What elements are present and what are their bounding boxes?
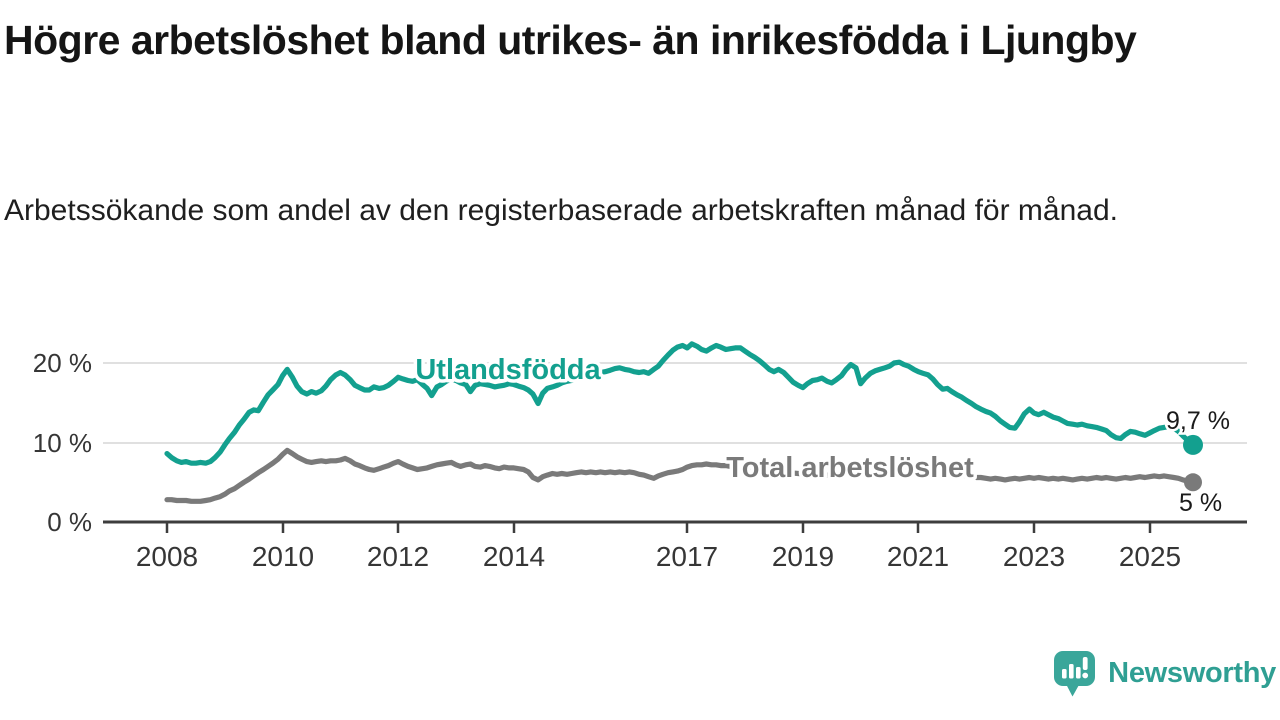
y-tick-label-20: 20 % <box>33 348 92 378</box>
end-value-total: 5 % <box>1179 489 1222 517</box>
y-tick-label-10: 10 % <box>33 428 92 458</box>
logo-bar-short <box>1062 669 1067 679</box>
logo-exclamation-stem <box>1082 657 1088 670</box>
x-tick-label-2010: 2010 <box>252 541 314 572</box>
x-axis: 2008 2010 2012 2014 2017 2019 2021 2023 … <box>103 520 1247 572</box>
newsworthy-logo-icon <box>1054 651 1096 697</box>
series-line-utlandsfodda <box>164 341 1196 466</box>
brand-name: Newsworthy <box>1108 656 1276 689</box>
x-tick-label-2012: 2012 <box>367 541 429 572</box>
x-tick-label-2008: 2008 <box>136 541 198 572</box>
branding: Newsworthy <box>1052 649 1276 697</box>
end-value-utlandsfodda: 9,7 % <box>1166 407 1230 435</box>
x-tick-label-2021: 2021 <box>887 541 949 572</box>
x-tick-label-2017: 2017 <box>656 541 718 572</box>
series-label-total: Total arbetslöshet <box>726 452 974 484</box>
subtitle: Arbetssökande som andel av den registerb… <box>4 194 1118 227</box>
series-line-total <box>164 447 1196 504</box>
x-tick-label-2025: 2025 <box>1119 541 1181 572</box>
x-tick-label-2023: 2023 <box>1003 541 1065 572</box>
series-label-utlandsfodda: Utlandsfödda <box>415 354 601 386</box>
logo-bar-tall <box>1069 664 1074 679</box>
y-tick-label-0: 0 % <box>47 507 92 537</box>
x-tick-label-2014: 2014 <box>483 541 545 572</box>
page-title: Högre arbetslöshet bland utrikes- än inr… <box>4 17 1137 63</box>
x-tick-label-2019: 2019 <box>772 541 834 572</box>
gridlines <box>103 362 1247 444</box>
end-dot-utlandsfodda <box>1183 434 1203 455</box>
logo-exclamation-dot <box>1082 672 1089 679</box>
y-axis: 0 % 10 % 20 % <box>33 348 92 537</box>
end-dot-total <box>1184 473 1202 492</box>
logo-bar-mid <box>1076 667 1081 679</box>
